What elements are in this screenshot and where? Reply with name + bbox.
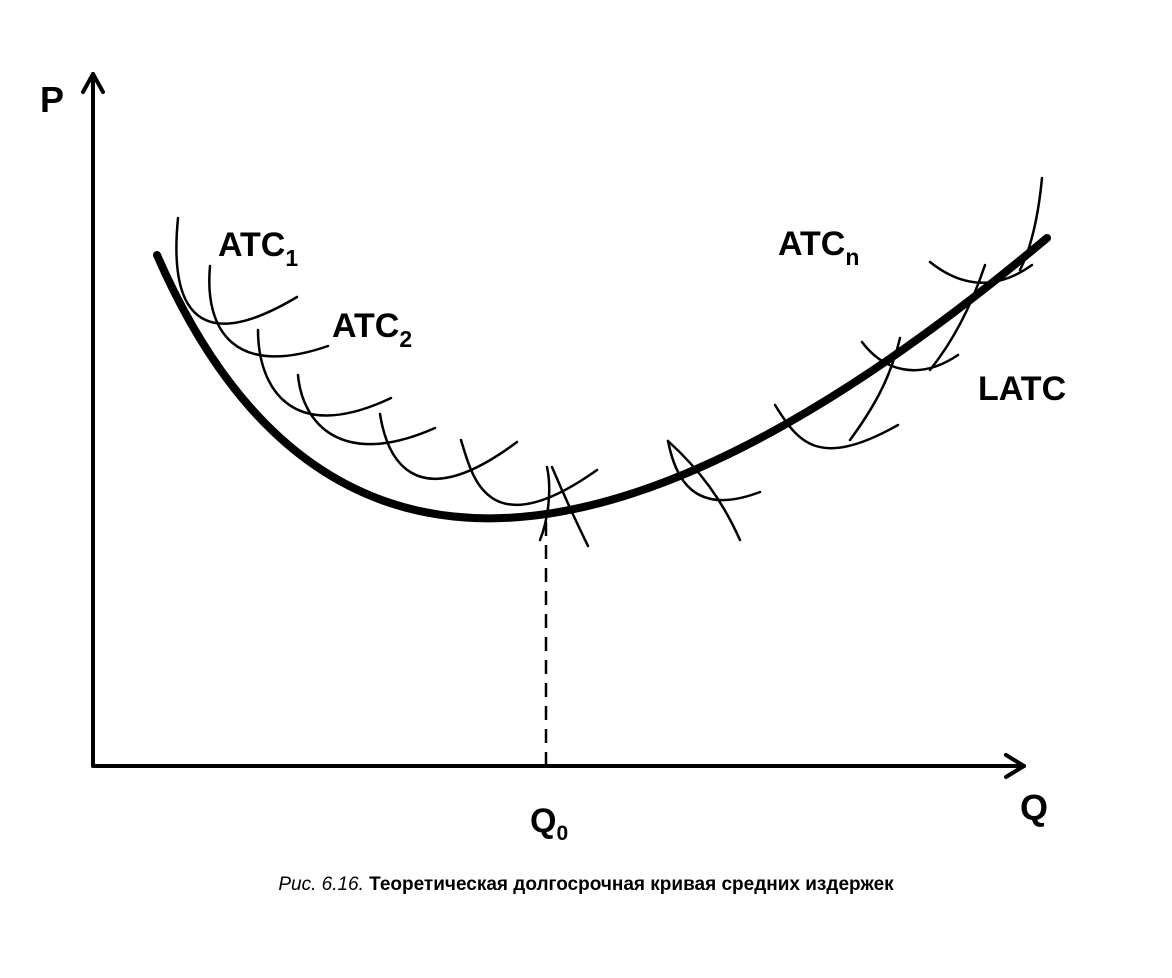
q0-label-main: Q xyxy=(530,802,556,840)
atc1-label-main: ATC xyxy=(218,226,285,264)
q0-label-sub: 0 xyxy=(556,822,568,845)
atcn-label-sub: n xyxy=(845,244,859,270)
atc2-label-main: ATC xyxy=(332,307,399,345)
atc-curve xyxy=(459,438,599,507)
atc-curve xyxy=(666,439,762,502)
atc2-label-sub: 2 xyxy=(399,326,412,352)
atc-curve xyxy=(256,328,393,417)
q0-label: Q0 xyxy=(530,802,568,845)
atcn-label: ATCn xyxy=(778,225,859,270)
atc-curve xyxy=(550,465,590,548)
caption-number: Рис. 6.16. xyxy=(278,874,364,895)
y-axis-label: P xyxy=(40,79,64,120)
latc-label: LATC xyxy=(978,370,1066,408)
atc-curve xyxy=(928,260,1034,284)
atc-curve xyxy=(296,373,437,446)
y-axis-arrow-icon xyxy=(81,72,105,94)
atc-curve xyxy=(175,216,299,325)
x-axis-arrow-icon xyxy=(1004,753,1026,779)
atcn-label-main: ATC xyxy=(778,225,845,263)
figure-caption: Рис. 6.16. Теоретическая долгосрочная кр… xyxy=(0,874,1172,896)
caption-text: Теоретическая долгосрочная кривая средни… xyxy=(369,874,894,895)
atc2-label: ATC2 xyxy=(332,307,412,352)
atc-curve xyxy=(928,263,987,372)
atc-curve xyxy=(666,439,742,542)
x-axis-label: Q xyxy=(1020,787,1048,828)
atc-curve xyxy=(860,340,960,372)
latc-curve xyxy=(153,234,1051,523)
atc-curve xyxy=(538,465,551,542)
axes xyxy=(81,72,1026,779)
atc-curve xyxy=(378,412,519,480)
atc-curve xyxy=(1018,176,1044,272)
short-run-atc-curves xyxy=(175,176,1044,548)
atc-curve xyxy=(208,264,330,358)
atc1-label-sub: 1 xyxy=(285,245,298,271)
atc1-label: ATC1 xyxy=(218,226,298,271)
atc-curve xyxy=(773,403,900,450)
